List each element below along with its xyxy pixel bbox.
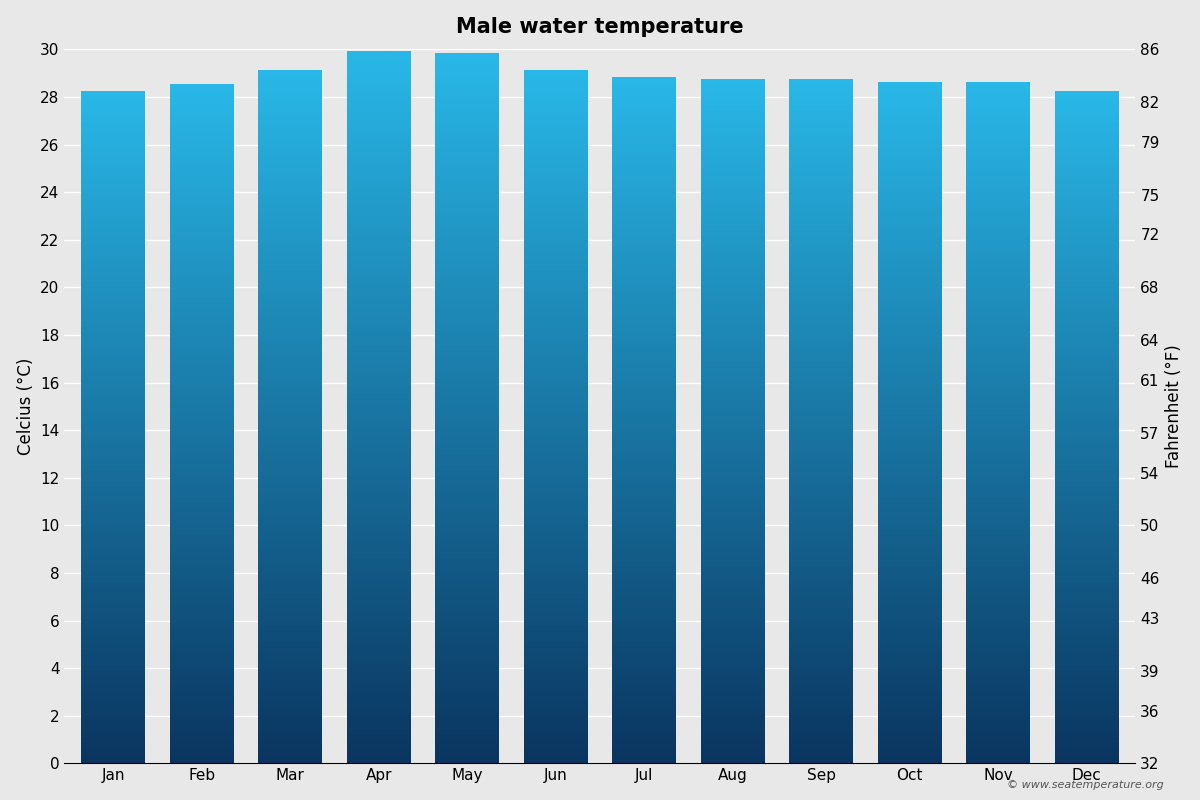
Y-axis label: Fahrenheit (°F): Fahrenheit (°F) xyxy=(1165,345,1183,468)
Text: © www.seatemperature.org: © www.seatemperature.org xyxy=(1007,781,1164,790)
Y-axis label: Celcius (°C): Celcius (°C) xyxy=(17,358,35,455)
Title: Male water temperature: Male water temperature xyxy=(456,17,744,37)
